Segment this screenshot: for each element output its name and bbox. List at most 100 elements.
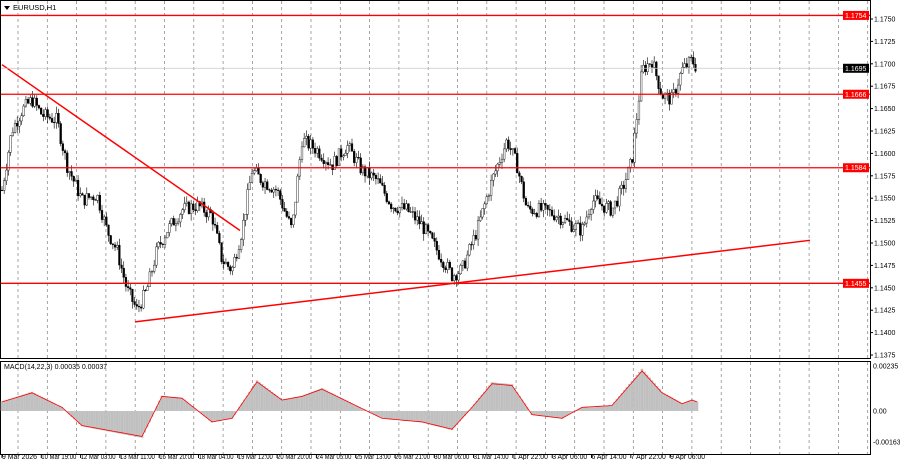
candle-body: [394, 207, 397, 212]
candle-body: [500, 158, 504, 163]
candle-body: [546, 204, 549, 210]
candle-body: [572, 229, 575, 232]
level-price-tag: [843, 278, 869, 288]
candle-body: [513, 148, 517, 154]
candle-body: [409, 211, 412, 213]
candle-body: [46, 109, 49, 118]
candle-body: [450, 267, 454, 281]
candle-body: [270, 190, 273, 193]
candle-body: [185, 201, 188, 204]
candle-body: [457, 273, 460, 281]
candle-body: [426, 224, 430, 232]
level-price-tag: [843, 163, 869, 173]
candle-body: [507, 139, 510, 149]
candle-body: [596, 195, 599, 199]
candle-body: [216, 225, 219, 234]
candle-body: [492, 173, 495, 181]
candle-body: [322, 160, 325, 164]
x-tick-label: 26 Mar 21:00: [395, 454, 430, 460]
candle-body: [72, 176, 75, 182]
candle-body: [676, 84, 680, 94]
candle-body: [463, 260, 467, 269]
candle-body: [413, 211, 417, 221]
macd-label: MACD(14,22,3) 0.00035 0.00037: [4, 364, 108, 371]
candle-body: [363, 166, 367, 177]
dropdown-triangle-icon[interactable]: [4, 5, 10, 10]
candle-body: [361, 166, 364, 174]
candle-body: [620, 184, 623, 189]
candle-body: [220, 242, 223, 262]
candle-body: [294, 201, 297, 216]
candle-body: [244, 214, 247, 221]
candle-body: [633, 132, 636, 163]
candle-body: [148, 271, 151, 287]
y-tick-label: 1.1550: [874, 196, 896, 203]
candle-body: [9, 135, 12, 153]
level-price-tag: [843, 89, 869, 99]
candle-body: [40, 107, 43, 115]
candle-body: [370, 172, 373, 179]
candle-body: [653, 61, 656, 68]
candle-body: [616, 200, 619, 207]
candle-body: [387, 201, 391, 205]
candle-body: [161, 243, 164, 245]
candle-body: [16, 123, 19, 127]
candle-body: [453, 275, 456, 281]
candle-body: [131, 289, 134, 302]
candle-body: [159, 242, 162, 245]
candle-body: [650, 64, 654, 68]
candle-body: [31, 97, 34, 107]
candle-body: [440, 259, 443, 263]
candle-body: [105, 216, 108, 226]
candle-body: [235, 257, 238, 259]
candle-body: [407, 203, 410, 212]
candle-body: [509, 148, 512, 150]
candle-body: [372, 172, 375, 176]
y-tick-label: 1.1600: [874, 151, 896, 158]
candle-body: [70, 171, 73, 177]
candle-body: [190, 203, 193, 214]
candle-body: [537, 203, 541, 217]
candle-body: [679, 73, 682, 86]
candle-body: [83, 194, 86, 206]
candle-body: [472, 235, 475, 245]
candle-body: [3, 180, 6, 191]
candle-body: [250, 172, 254, 183]
x-tick-label: 9 Apr 06:00: [670, 454, 705, 460]
candle-body: [583, 222, 586, 225]
candle-body: [179, 214, 182, 223]
candle-body: [340, 148, 343, 158]
candle-body: [24, 99, 28, 107]
level-price-label: 1.1455: [845, 281, 867, 288]
candle-body: [20, 115, 23, 122]
candle-body: [481, 208, 484, 218]
macd-y-tick-label: 0.00: [873, 409, 887, 416]
candle-body: [355, 157, 358, 163]
candle-body: [694, 64, 697, 72]
candle-body: [92, 196, 95, 201]
candle-body: [94, 199, 97, 201]
candle-body: [324, 162, 328, 164]
candle-body: [311, 139, 314, 149]
candle-body: [170, 218, 173, 224]
candle-body: [320, 157, 323, 161]
candle-body: [48, 116, 51, 119]
candle-body: [629, 159, 632, 168]
candle-body: [574, 223, 578, 230]
candle-body: [55, 113, 58, 123]
candle-body: [683, 63, 686, 68]
candle-body: [685, 63, 688, 68]
candle-body: [490, 179, 493, 196]
candle-body: [483, 203, 486, 209]
candle-body: [303, 138, 306, 148]
candle-body: [300, 146, 304, 160]
candle-body: [368, 167, 371, 179]
candle-body: [135, 304, 138, 307]
candle-body: [213, 224, 217, 226]
candle-body: [50, 118, 54, 123]
candle-body: [283, 208, 286, 212]
candle-body: [624, 179, 628, 189]
macd-y-tick-label: 0.00235: [873, 364, 898, 371]
candle-body: [540, 203, 543, 211]
